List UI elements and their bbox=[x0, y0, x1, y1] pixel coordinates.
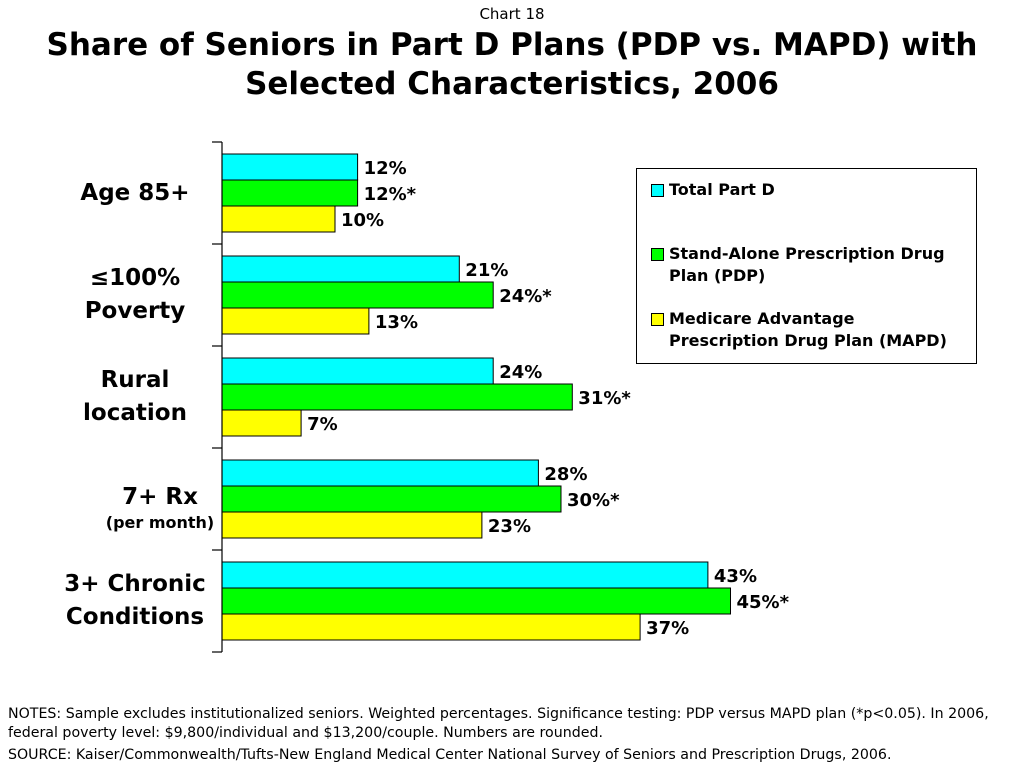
data-label-mapd-0: 10% bbox=[341, 210, 384, 231]
data-label-mapd-4: 37% bbox=[646, 618, 689, 639]
bar-pdp-3 bbox=[221, 485, 562, 513]
bar-mapd-2 bbox=[221, 409, 302, 437]
data-label-pdp-2: 31%* bbox=[578, 388, 631, 409]
legend-swatch-mapd bbox=[651, 313, 664, 326]
data-label-mapd-2: 7% bbox=[307, 414, 338, 435]
legend-label-mapd-line1: Medicare Advantage bbox=[669, 309, 855, 328]
data-label-pdp-0: 12%* bbox=[364, 184, 417, 205]
data-label-mapd-1: 13% bbox=[375, 312, 418, 333]
legend-swatch-pdp bbox=[651, 248, 664, 261]
footnote-notes: NOTES: Sample excludes institutionalized… bbox=[8, 706, 989, 741]
data-label-pdp-4: 45%* bbox=[737, 592, 790, 613]
category-label-4: 3+ Chronic Conditions bbox=[64, 571, 206, 630]
chart-title: Share of Seniors in Part D Plans (PDP vs… bbox=[0, 26, 1024, 104]
chart-number: Chart 18 bbox=[479, 5, 545, 23]
bar-mapd-4 bbox=[221, 613, 641, 641]
legend-label-total-line1: Total Part D bbox=[669, 180, 775, 199]
bar-pdp-4 bbox=[221, 587, 731, 615]
legend-item-pdp: Stand-Alone Prescription Drug Plan (PDP) bbox=[651, 243, 945, 287]
legend-label-total: Total Part D bbox=[669, 179, 775, 201]
bar-total-4 bbox=[221, 561, 709, 589]
data-label-pdp-3: 30%* bbox=[567, 490, 620, 511]
bar-mapd-0 bbox=[221, 205, 336, 233]
legend: Total Part D Stand-Alone Prescription Dr… bbox=[636, 168, 977, 364]
legend-label-pdp-line2: Plan (PDP) bbox=[669, 266, 766, 285]
legend-swatch-total bbox=[651, 184, 664, 197]
category-label-0: Age 85+ bbox=[80, 179, 190, 206]
data-label-mapd-3: 23% bbox=[488, 516, 531, 537]
data-label-pdp-1: 24%* bbox=[499, 286, 552, 307]
bar-mapd-1 bbox=[221, 307, 370, 335]
bar-total-1 bbox=[221, 255, 460, 283]
chart-title-line1: Share of Seniors in Part D Plans (PDP vs… bbox=[46, 27, 978, 63]
data-label-total-3: 28% bbox=[544, 464, 587, 485]
legend-label-mapd: Medicare Advantage Prescription Drug Pla… bbox=[669, 308, 947, 352]
bar-pdp-1 bbox=[221, 281, 494, 309]
legend-item-total: Total Part D bbox=[651, 179, 775, 201]
bar-pdp-2 bbox=[221, 383, 573, 411]
bar-total-2 bbox=[221, 357, 494, 385]
data-label-total-4: 43% bbox=[714, 566, 757, 587]
chart-title-line2: Selected Characteristics, 2006 bbox=[245, 66, 779, 102]
data-label-total-2: 24% bbox=[499, 362, 542, 383]
bar-total-3 bbox=[221, 459, 539, 487]
data-label-total-1: 21% bbox=[465, 260, 508, 281]
category-label-1: ≤100% Poverty bbox=[84, 265, 186, 324]
legend-label-pdp-line1: Stand-Alone Prescription Drug bbox=[669, 244, 945, 263]
legend-item-mapd: Medicare Advantage Prescription Drug Pla… bbox=[651, 308, 947, 352]
footnote-source: SOURCE: Kaiser/Commonwealth/Tufts-New En… bbox=[8, 747, 892, 763]
category-label-3: 7+ Rx (per month) bbox=[105, 483, 215, 532]
legend-label-mapd-line2: Prescription Drug Plan (MAPD) bbox=[669, 331, 947, 350]
bar-pdp-0 bbox=[221, 179, 359, 207]
legend-label-pdp: Stand-Alone Prescription Drug Plan (PDP) bbox=[669, 243, 945, 287]
category-label-2: Rural location bbox=[83, 367, 187, 426]
bar-total-0 bbox=[221, 153, 359, 181]
data-label-total-0: 12% bbox=[364, 158, 407, 179]
